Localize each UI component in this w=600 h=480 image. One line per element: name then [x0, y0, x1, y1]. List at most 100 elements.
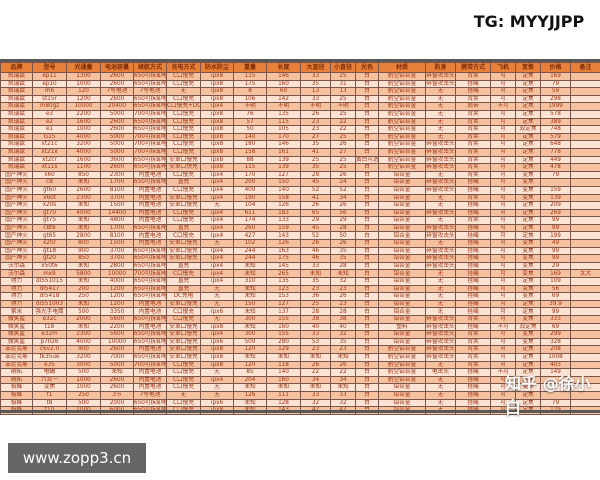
cell: 111 [266, 390, 301, 400]
cell: 六合一 [32, 375, 67, 385]
cell: 极蜂 [0, 390, 33, 400]
cell: 1200 [66, 94, 101, 104]
cell [570, 315, 600, 324]
cell: 白 [355, 239, 379, 248]
cell: 160 [266, 322, 301, 332]
cell: 白 [355, 201, 379, 210]
cell [570, 292, 600, 301]
cell: 不明 [233, 102, 267, 111]
cell: 140 [266, 185, 301, 195]
cell: C口慢充 [166, 94, 201, 104]
cell: 不可 [490, 322, 516, 332]
cell: 650可拆卸电池 [133, 163, 167, 172]
cell: 250 [66, 390, 101, 400]
cell: 3200 [66, 352, 101, 362]
cell: 500 [66, 307, 101, 316]
column-header: 飞机 [490, 62, 516, 73]
cell: 260 [233, 223, 267, 233]
cell [570, 223, 600, 233]
cell: 900 [66, 246, 101, 256]
cell: c6v2.0 [32, 345, 67, 354]
cell: 无 [200, 239, 234, 248]
cell: 34 [330, 375, 356, 385]
cell: 79 [540, 170, 571, 180]
cell: 碎窗攻击头 [425, 315, 456, 324]
cell: 可 [490, 208, 516, 218]
cell [570, 109, 600, 119]
cell: 2000 [66, 315, 101, 324]
cell: 未知 [300, 352, 331, 362]
cell: 铝合金 [378, 383, 426, 392]
cell: dl5417 [32, 284, 67, 294]
cell: 航空铝合金 [378, 79, 426, 89]
cell [540, 178, 571, 187]
cell: 2600 [66, 185, 101, 195]
cell: ipx8 [200, 72, 234, 81]
cell: 碎窗攻击头 [425, 208, 456, 218]
cell: 14400 [100, 208, 134, 218]
cell [570, 330, 600, 339]
cell: 449 [540, 155, 571, 165]
column-header: 备注 [570, 62, 600, 73]
cell: 161 [266, 147, 301, 157]
cell: 背夹 [455, 360, 491, 370]
cell: e32c [32, 315, 67, 324]
cell: 安卓口慢充 [166, 155, 201, 165]
table-row: 国产神火c8t6未知1700650可拆卸电池直充ipx42601594528白铝… [0, 223, 600, 233]
cell: 3节 [100, 390, 134, 400]
cell: c8t6 [32, 223, 67, 233]
cell: 159 [540, 185, 571, 195]
cell: 7号电池 [100, 87, 134, 96]
cell: 31 [330, 79, 356, 89]
cell: 变焦 [515, 170, 541, 180]
cell [570, 185, 600, 195]
table-row: 凯瑞兹xt21x40005000700可拆卸电池C口慢充ipx815816141… [0, 147, 600, 157]
cell: 7000 [100, 352, 134, 362]
cell [570, 132, 600, 142]
cell: 国产神火 [0, 178, 33, 187]
cell: e35 [32, 360, 67, 370]
cell: 333 [540, 315, 571, 324]
column-header: 携带方式 [455, 62, 491, 73]
cell: 铝合金 [378, 307, 426, 316]
cell: 25 [330, 109, 356, 119]
cell: 700可拆卸电池 [133, 140, 167, 149]
cell: x50t6 [32, 261, 67, 271]
table-row: 菲尼克斯 c6v2.0 900 2600 内置电池 安卓口慢充 ipx8 120 129 23 23… [0, 345, 600, 354]
cell: 2800 [66, 231, 101, 241]
cell: x60t [32, 193, 67, 203]
cell: 160 [266, 375, 301, 385]
cell: 35 [300, 79, 331, 89]
cell: 未知 [330, 269, 356, 279]
cell: 未知 [66, 178, 101, 187]
column-header: 小直径 [330, 62, 356, 73]
cell: 挂绳 [455, 231, 491, 241]
cell: 26 [330, 292, 356, 301]
cell: 无 [425, 201, 456, 210]
column-header: 充电方式 [166, 62, 201, 73]
cell: 650可拆卸电池 [133, 155, 167, 165]
cell: 32 [330, 398, 356, 408]
cell: C口慢充 [166, 132, 201, 142]
cell: 无 [425, 360, 456, 370]
cell: 国产神火 [0, 193, 33, 203]
cell [570, 170, 600, 180]
cell: 可 [490, 79, 516, 89]
cell: 可 [490, 87, 516, 96]
cell: 不可 [490, 102, 516, 111]
cell: 34 [330, 193, 356, 203]
cell: 定焦 [515, 87, 541, 96]
cell: 298 [540, 94, 571, 104]
cell: 28 [300, 170, 331, 180]
cell: 无 [425, 193, 456, 203]
cell: 白 [355, 132, 379, 142]
cell: ipx8 [200, 132, 234, 142]
cell: 定焦 [515, 345, 541, 354]
cell: 白 [355, 299, 379, 309]
cell: 无 [200, 284, 234, 294]
cell: ipx4 [200, 185, 234, 195]
cell: 挂绳 [455, 299, 491, 309]
cell: 可 [490, 307, 516, 316]
cell: 白 [355, 170, 379, 180]
